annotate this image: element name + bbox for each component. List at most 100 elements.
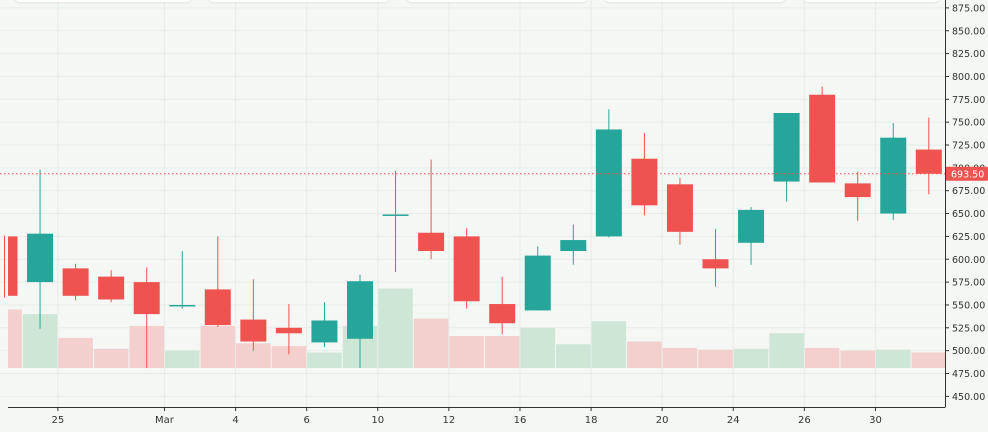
candle[interactable] [809, 86, 836, 183]
volume-bar [556, 344, 591, 368]
y-tick-label: 775.00 [952, 95, 985, 106]
candle[interactable] [169, 251, 196, 309]
candle[interactable] [27, 169, 54, 329]
candle[interactable] [4, 235, 18, 298]
candle-body [809, 94, 836, 183]
candle[interactable] [595, 109, 622, 238]
volume-bars [8, 288, 947, 368]
volume-bar [733, 348, 769, 368]
candle-body [133, 282, 160, 315]
volume-bar [413, 318, 449, 368]
volume-bar [307, 352, 342, 368]
candle-body [240, 319, 267, 342]
volume-bar [840, 350, 875, 368]
x-tick-label: 10 [371, 415, 384, 426]
volume-bar [200, 325, 236, 368]
volume-bar [627, 341, 662, 368]
toolbar-tab-1[interactable] [14, 0, 192, 2]
candle-body [27, 233, 54, 283]
volume-bar [449, 336, 484, 368]
candle-body [8, 236, 18, 296]
candle-body [560, 240, 587, 252]
y-tick-label: 650.00 [952, 209, 985, 220]
candle[interactable] [204, 236, 231, 327]
candle[interactable] [453, 228, 480, 309]
candle-body [62, 268, 89, 296]
y-tick-label: 475.00 [952, 369, 985, 380]
y-tick-label: 850.00 [952, 26, 985, 37]
volume-bar [8, 309, 22, 368]
candle-body [489, 304, 516, 324]
candle[interactable] [880, 123, 907, 220]
y-tick-label: 450.00 [952, 392, 985, 403]
toolbar-tab-2[interactable] [208, 0, 390, 2]
volume-bar [271, 346, 307, 368]
candle[interactable] [844, 171, 871, 221]
x-tick-label: 4 [232, 415, 238, 426]
candle-body [382, 214, 409, 216]
candle[interactable] [275, 304, 302, 355]
axes: 875.00 850.00 825.00 800.00 775.00 750.00 725.… [8, 0, 988, 426]
last-price-label: 693.50 [951, 169, 984, 180]
candle-body [702, 259, 729, 269]
candle[interactable] [631, 133, 658, 216]
x-tick-label: Mar [155, 415, 175, 426]
candles [4, 86, 942, 369]
candle[interactable] [311, 302, 338, 347]
candle[interactable] [915, 117, 942, 195]
candle-body [738, 209, 765, 243]
candle[interactable] [62, 263, 89, 301]
candle[interactable] [382, 170, 409, 273]
y-tick-label: 725.00 [952, 141, 985, 152]
volume-bar [911, 352, 947, 368]
candle[interactable] [560, 224, 587, 265]
y-tick-label: 625.00 [952, 232, 985, 243]
candle[interactable] [738, 207, 765, 265]
volume-bar [93, 348, 129, 368]
candle[interactable] [524, 246, 551, 311]
x-tick-label: 26 [798, 415, 811, 426]
candle[interactable] [773, 113, 800, 202]
candle-body [631, 158, 658, 206]
candle[interactable] [666, 177, 693, 245]
candle-body [275, 327, 302, 334]
y-tick-label: 825.00 [952, 49, 985, 60]
volume-bar [484, 336, 520, 368]
x-tick-label: 12 [443, 415, 456, 426]
toolbar-tab-3[interactable] [406, 0, 588, 2]
candle[interactable] [489, 276, 516, 335]
y-tick-label: 800.00 [952, 72, 985, 83]
y-tick-label: 750.00 [952, 118, 985, 129]
candle-body [98, 276, 125, 300]
y-tick-label: 550.00 [952, 300, 985, 311]
y-tick-label: 500.00 [952, 346, 985, 357]
candle[interactable] [418, 159, 445, 260]
y-tick-label: 525.00 [952, 323, 985, 334]
last-price-label-bg [946, 166, 988, 181]
volume-bar [520, 327, 556, 368]
candle[interactable] [133, 267, 160, 369]
candle[interactable] [240, 279, 267, 351]
candle[interactable] [98, 270, 125, 303]
volume-bar [378, 288, 413, 368]
volume-bar [164, 350, 200, 368]
volume-bar [804, 347, 840, 368]
candle-body [169, 304, 196, 307]
candle-body [844, 183, 871, 198]
candle-body [915, 149, 942, 174]
volume-bar [591, 321, 627, 368]
volume-bar [769, 333, 804, 368]
candle[interactable] [702, 229, 729, 287]
toolbar-tab-5[interactable] [802, 0, 940, 2]
x-tick-label: 20 [656, 415, 669, 426]
volume-bar [698, 349, 733, 368]
y-tick-label: 875.00 [952, 3, 985, 14]
candle[interactable] [347, 274, 373, 369]
candle-body [453, 236, 480, 302]
toolbar-tab-4[interactable] [604, 0, 786, 2]
y-tick-label: 575.00 [952, 278, 985, 289]
y-tick-label: 675.00 [952, 186, 985, 197]
y-tick-label: 600.00 [952, 255, 985, 266]
